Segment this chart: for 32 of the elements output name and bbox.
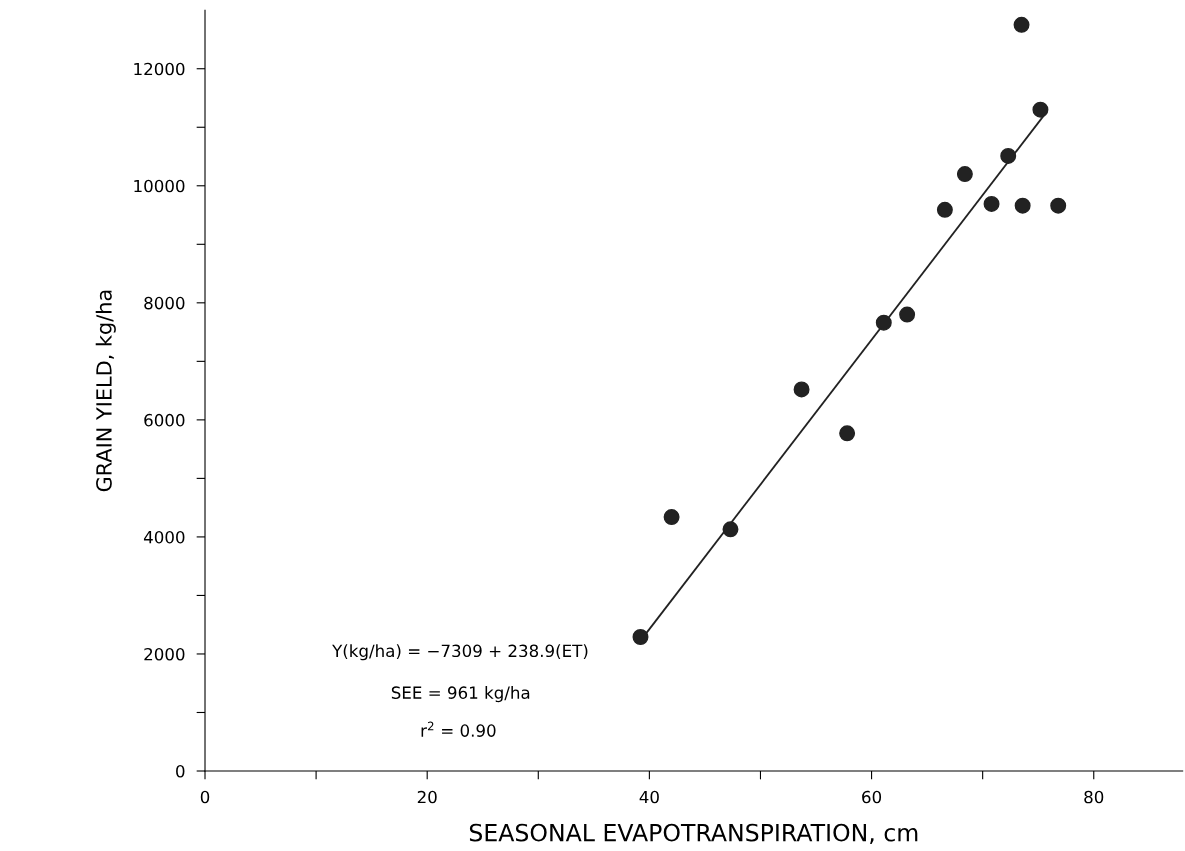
point [1032, 101, 1049, 118]
point [1000, 147, 1017, 164]
point [1013, 16, 1030, 33]
y-tick-label: 10000 [134, 179, 185, 193]
y-tick-label: 6000 [144, 413, 185, 427]
point [793, 381, 810, 398]
annotation: Y(kg/ha) = −7309 + 238.9(ET) [332, 644, 588, 661]
point [663, 509, 680, 525]
point [875, 314, 892, 331]
y-axis-title: GRAIN YIELD, kg/ha [95, 290, 116, 492]
point [722, 521, 739, 538]
x-axis-title: SEASONAL EVAPOTRANSPIRATION, cm [469, 823, 918, 844]
point [1014, 197, 1031, 214]
x-tick-label: 60 [862, 790, 882, 804]
y-tick-label: 4000 [143, 530, 185, 544]
y-tick-label: 2000 [144, 647, 185, 661]
point [899, 306, 916, 323]
y-tick-label: 0 [176, 764, 185, 778]
annotation: SEE = 961 kg/ha [391, 686, 530, 703]
annotation: r$^{2}$ = 0.90 [421, 721, 496, 737]
x-tick-label: 20 [417, 790, 437, 804]
point [1050, 197, 1067, 214]
x-tick-label: 40 [639, 790, 659, 804]
x-tick-label: 0 [200, 790, 210, 804]
x-tick-label: 80 [1084, 790, 1104, 804]
y-tick-label: 12000 [134, 62, 185, 76]
y-tick-label: 8000 [144, 296, 185, 310]
point [956, 166, 973, 183]
point [936, 201, 953, 218]
point [839, 425, 856, 442]
point [983, 195, 1000, 212]
point [632, 629, 649, 645]
